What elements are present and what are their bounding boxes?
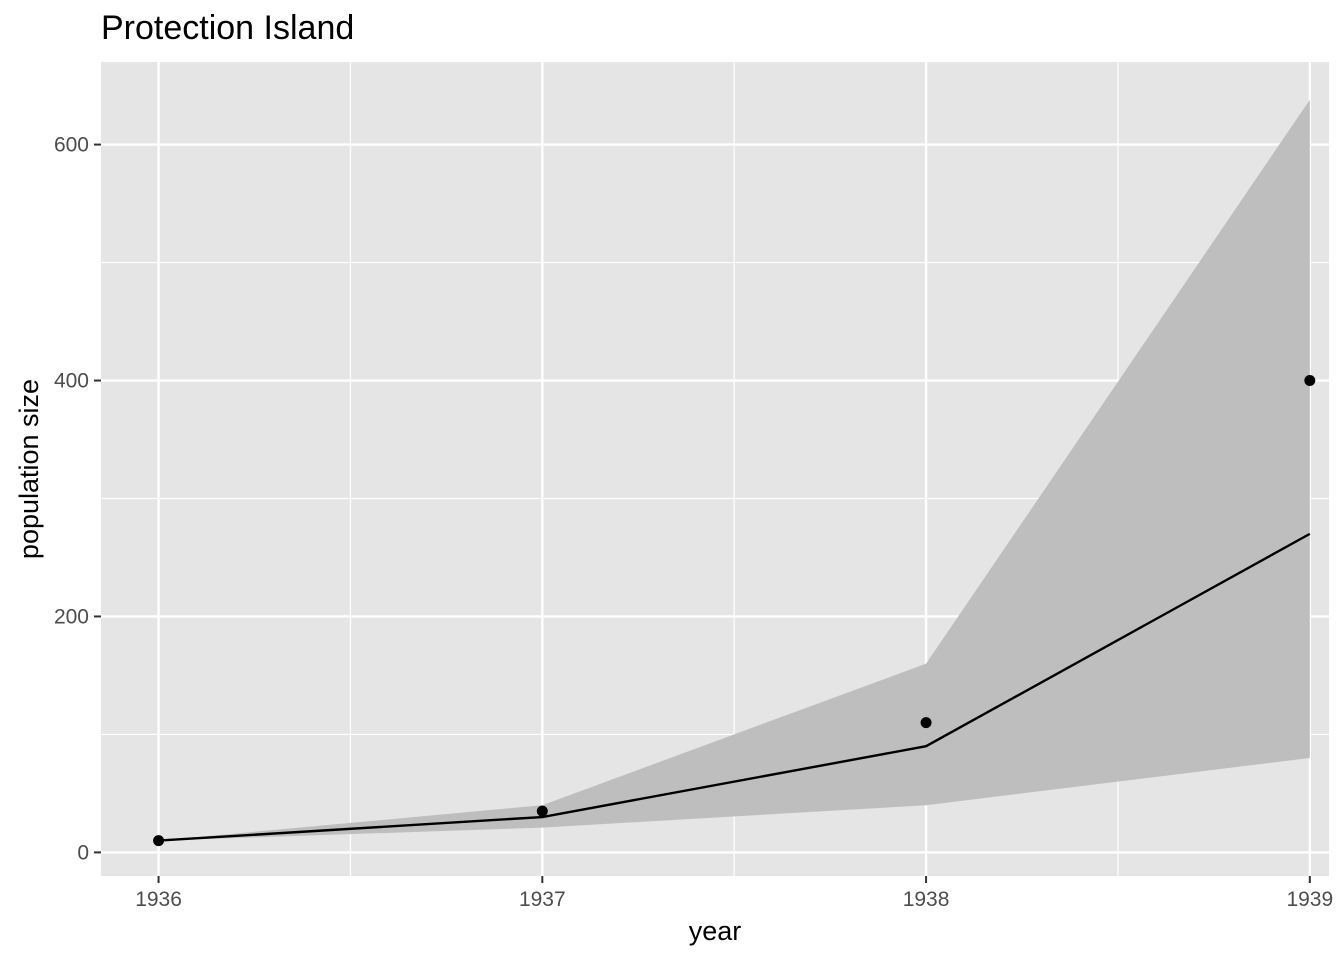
data-point xyxy=(536,805,548,817)
data-points xyxy=(153,375,1316,847)
x-axis-title: year xyxy=(689,916,742,946)
x-axis: 1936 1937 1938 1939 xyxy=(135,876,1333,911)
fitted-line xyxy=(158,532,1311,842)
data-point xyxy=(153,835,165,847)
y-axis-title: population size xyxy=(14,379,44,559)
y-tick-label: 0 xyxy=(77,841,89,864)
x-tick-label: 1937 xyxy=(519,888,566,911)
x-tick-label: 1938 xyxy=(903,888,950,911)
x-tick-label: 1939 xyxy=(1286,888,1333,911)
data-point xyxy=(1304,375,1316,387)
chart-title: Protection Island xyxy=(101,9,354,47)
x-tick-label: 1936 xyxy=(135,888,182,911)
y-tick-label: 600 xyxy=(54,134,89,157)
confidence-band xyxy=(158,99,1310,841)
data-point xyxy=(920,717,932,729)
y-tick-label: 400 xyxy=(54,370,89,393)
y-axis: 0 200 400 600 xyxy=(54,134,101,864)
y-tick-label: 200 xyxy=(54,605,89,628)
